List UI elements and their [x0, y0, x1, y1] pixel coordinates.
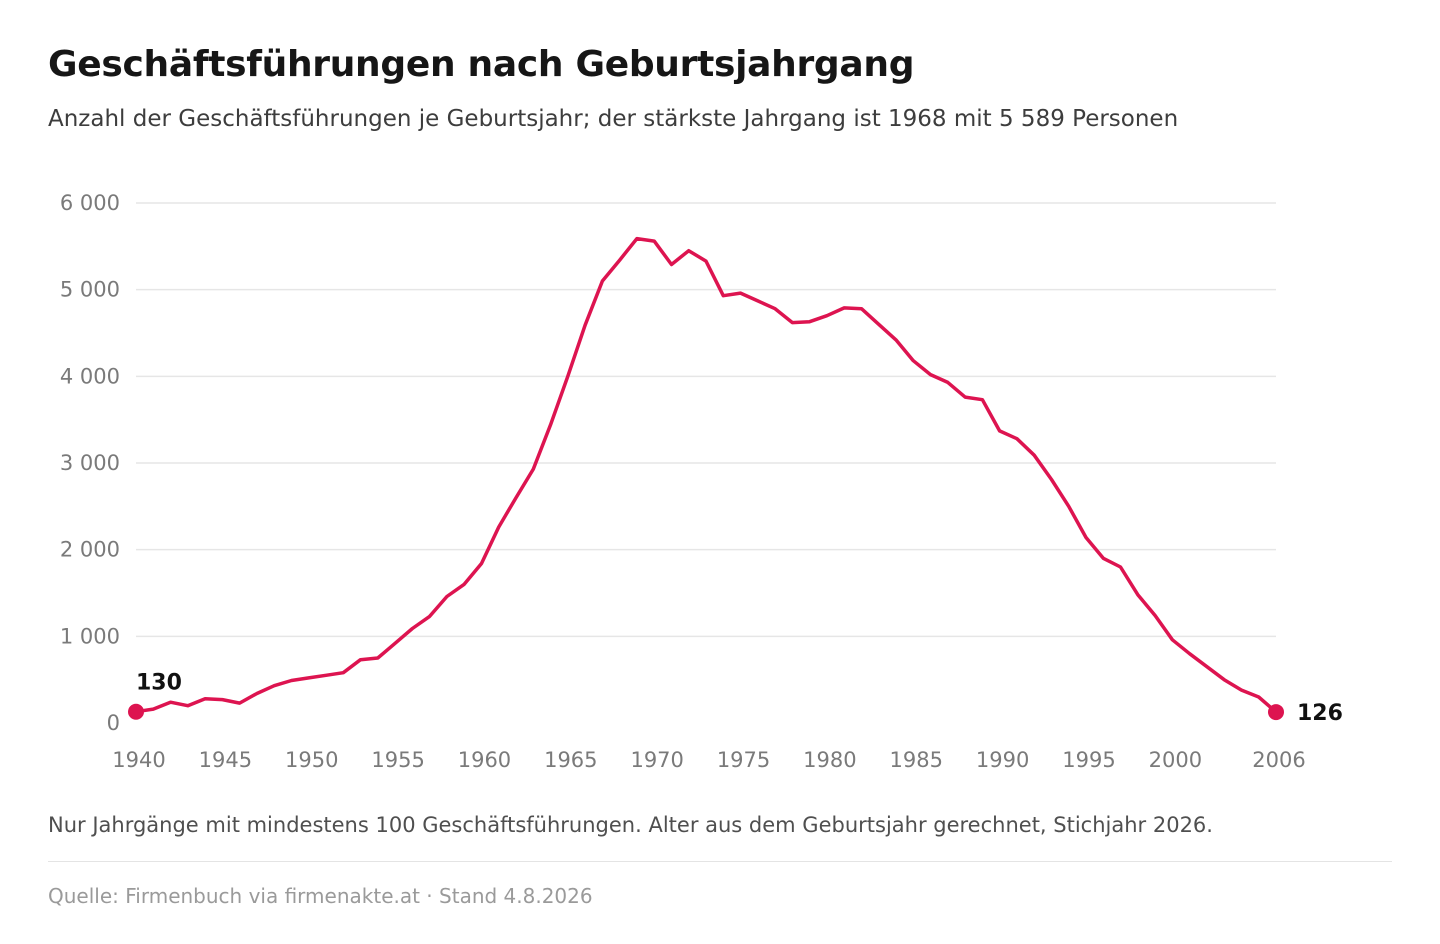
first-point-marker — [128, 703, 144, 720]
x-axis-ticks: 1940 1945 1950 1955 1960 1965 1970 1975 1980 1985… — [112, 748, 1305, 772]
chart-title: Geschäftsführungen nach Geburtsjahrgang — [48, 44, 915, 85]
first-value-label: 130 — [136, 671, 182, 696]
x-tick-label: 1995 — [1062, 748, 1115, 772]
x-tick-label: 1960 — [458, 748, 511, 772]
x-tick-label: 1955 — [371, 748, 424, 772]
x-tick-label: 1970 — [630, 748, 683, 772]
x-tick-label: 2006 — [1252, 748, 1305, 772]
chart-subtitle: Anzahl der Geschäftsführungen je Geburts… — [48, 106, 1179, 132]
y-tick-label: 6 000 — [60, 191, 120, 215]
last-value-label: 126 — [1297, 701, 1343, 726]
footnote: Nur Jahrgänge mit mindestens 100 Geschäf… — [48, 813, 1213, 837]
source-note: Quelle: Firmenbuch via firmenakte.at · S… — [48, 884, 593, 908]
x-tick-label: 1985 — [890, 748, 943, 772]
y-axis-ticks: 0 1 000 2 000 3 000 4 000 5 000 6 000 — [60, 191, 120, 735]
x-tick-label: 2000 — [1149, 748, 1202, 772]
series-line — [134, 236, 1278, 714]
x-tick-label: 1980 — [803, 748, 856, 772]
divider — [48, 861, 1392, 862]
y-tick-label: 2 000 — [60, 538, 120, 562]
x-tick-label: 1950 — [285, 748, 338, 772]
x-tick-label: 1945 — [199, 748, 252, 772]
x-tick-label: 1990 — [976, 748, 1029, 772]
y-tick-label: 3 000 — [60, 451, 120, 475]
x-tick-label: 1975 — [717, 748, 770, 772]
y-tick-label: 0 — [107, 711, 120, 735]
y-tick-label: 1 000 — [60, 624, 120, 648]
y-tick-label: 5 000 — [60, 278, 120, 302]
x-tick-label: 1940 — [112, 748, 165, 772]
last-point-marker — [1268, 704, 1284, 721]
x-tick-label: 1965 — [544, 748, 597, 772]
gridlines — [136, 202, 1276, 638]
line-chart: 0 1 000 2 000 3 000 4 000 5 000 6 000 1940 1945… — [60, 191, 1343, 772]
y-tick-label: 4 000 — [60, 364, 120, 388]
